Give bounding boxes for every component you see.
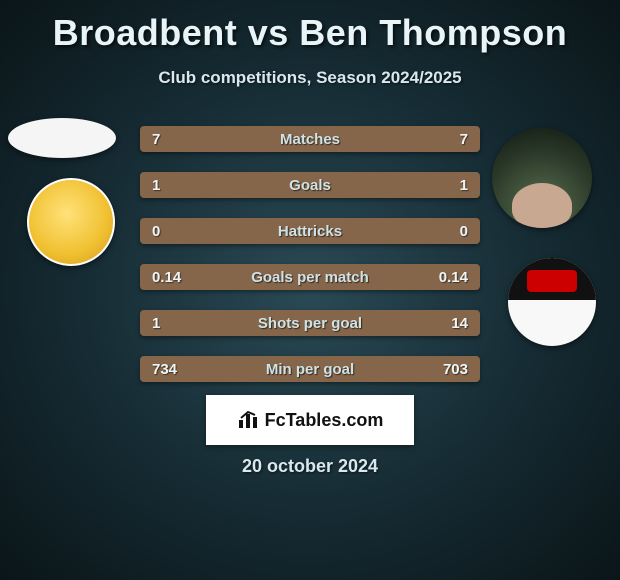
stats-table: 7 Matches 7 1 Goals 1 0 Hattricks 0 0.14… (140, 126, 480, 402)
player-right-photo (492, 128, 592, 228)
team-right-badge (508, 258, 596, 346)
stat-label: Goals (140, 177, 480, 194)
stat-right-value: 0.14 (432, 269, 468, 286)
stat-row: 0.14 Goals per match 0.14 (140, 264, 480, 290)
stat-row: 0 Hattricks 0 (140, 218, 480, 244)
date-label: 20 october 2024 (0, 456, 620, 477)
stat-right-value: 14 (432, 315, 468, 332)
stat-left-value: 1 (152, 315, 188, 332)
stat-label: Min per goal (140, 361, 480, 378)
chart-icon (237, 410, 259, 430)
subtitle: Club competitions, Season 2024/2025 (0, 68, 620, 88)
player-left-placeholder (8, 118, 116, 158)
stat-left-value: 7 (152, 131, 188, 148)
stat-right-value: 7 (432, 131, 468, 148)
stat-label: Matches (140, 131, 480, 148)
stat-left-value: 0.14 (152, 269, 188, 286)
team-left-badge (27, 178, 115, 266)
stat-left-value: 734 (152, 361, 188, 378)
stat-right-value: 703 (432, 361, 468, 378)
stat-left-value: 0 (152, 223, 188, 240)
stat-row: 7 Matches 7 (140, 126, 480, 152)
stat-row: 734 Min per goal 703 (140, 356, 480, 382)
fctables-watermark: FcTables.com (206, 395, 414, 445)
stat-label: Shots per goal (140, 315, 480, 332)
stat-row: 1 Goals 1 (140, 172, 480, 198)
stat-right-value: 0 (432, 223, 468, 240)
stat-row: 1 Shots per goal 14 (140, 310, 480, 336)
stat-left-value: 1 (152, 177, 188, 194)
fctables-label: FcTables.com (265, 410, 384, 431)
stat-label: Hattricks (140, 223, 480, 240)
stat-label: Goals per match (140, 269, 480, 286)
stat-right-value: 1 (432, 177, 468, 194)
page-title: Broadbent vs Ben Thompson (0, 0, 620, 54)
